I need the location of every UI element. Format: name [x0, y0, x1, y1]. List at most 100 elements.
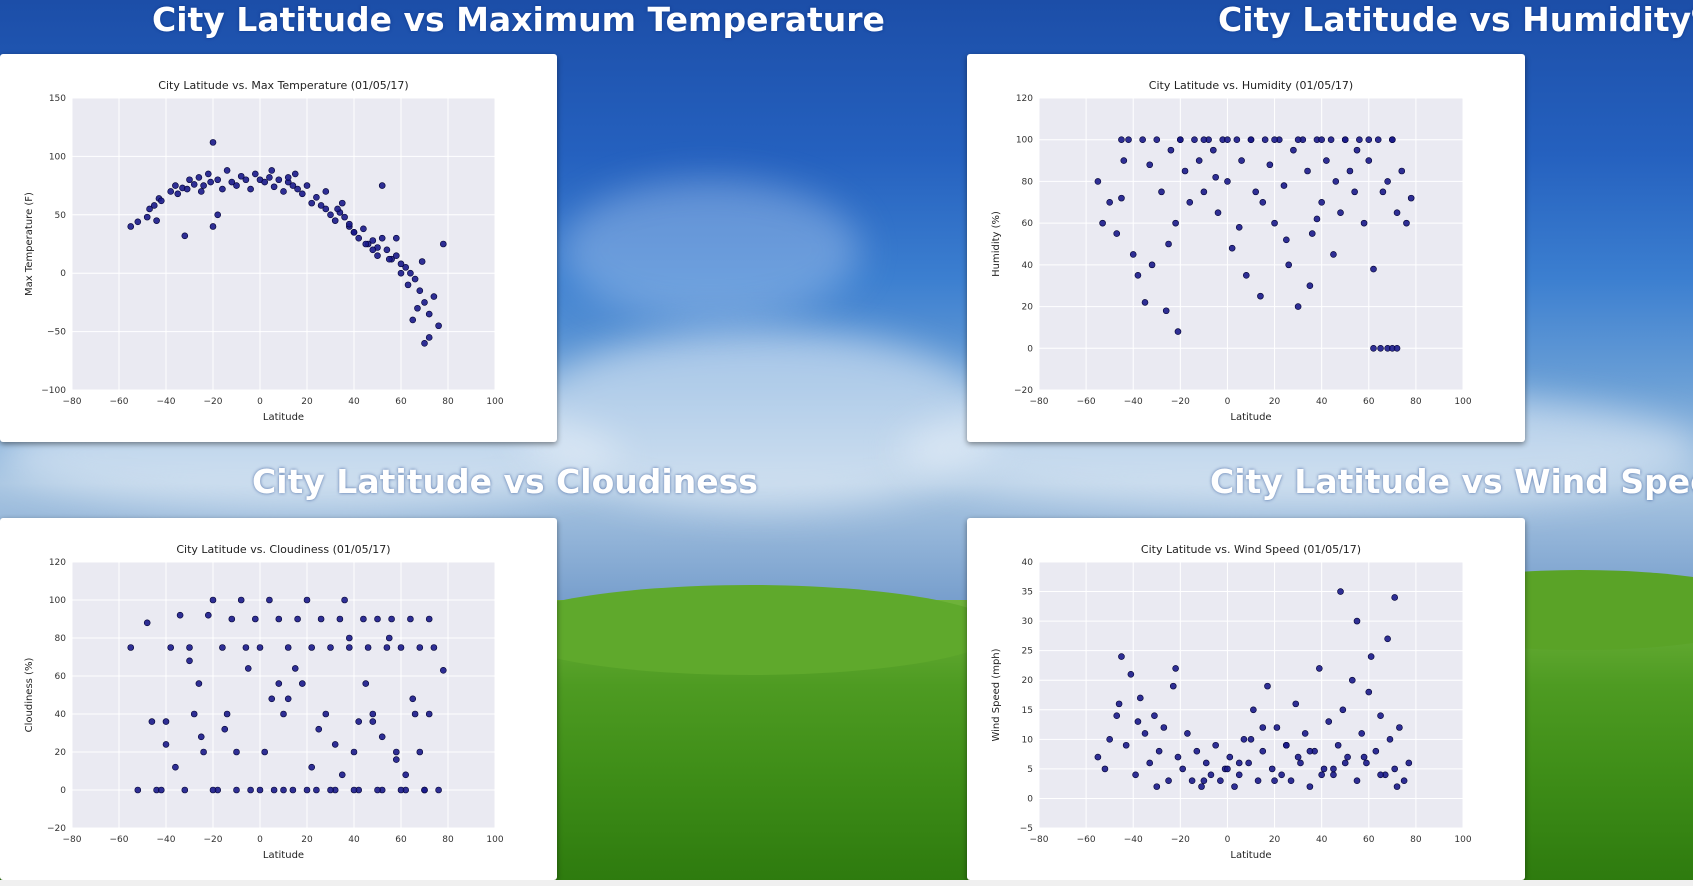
- x-tick-label: 0: [1225, 397, 1231, 407]
- x-axis-label: Latitude: [1230, 412, 1271, 423]
- x-tick-label: −80: [63, 397, 82, 407]
- x-tick-label: 80: [1410, 397, 1422, 407]
- data-point: [214, 176, 221, 184]
- data-point: [1363, 759, 1370, 767]
- data-point: [369, 237, 377, 244]
- data-point: [242, 176, 250, 184]
- data-point: [221, 725, 229, 733]
- hill: [500, 585, 1000, 675]
- y-tick-label: 0: [1027, 344, 1033, 354]
- data-point: [148, 718, 156, 725]
- data-point: [350, 748, 358, 756]
- x-tick-label: 60: [395, 397, 407, 407]
- data-point: [1134, 271, 1142, 279]
- data-point: [275, 680, 283, 687]
- data-point: [270, 786, 278, 794]
- data-point: [1285, 261, 1292, 269]
- data-point: [1259, 198, 1267, 206]
- y-tick-label: 40: [1022, 558, 1034, 568]
- x-tick-label: 0: [1225, 835, 1231, 845]
- data-point: [1134, 718, 1142, 725]
- x-tick-label: 60: [1363, 835, 1375, 845]
- x-tick-label: −80: [1030, 835, 1049, 845]
- data-point: [1136, 694, 1144, 702]
- data-point: [247, 185, 254, 193]
- data-point: [345, 634, 353, 642]
- data-point: [369, 246, 377, 254]
- data-point: [233, 748, 240, 756]
- data-point: [143, 619, 151, 627]
- y-tick-label: 5: [1027, 765, 1033, 775]
- data-point: [1283, 236, 1290, 244]
- data-point: [275, 615, 283, 623]
- data-point: [360, 615, 367, 623]
- data-point: [392, 234, 400, 242]
- data-point: [317, 202, 325, 209]
- data-point: [435, 322, 442, 330]
- data-point: [374, 252, 381, 259]
- data-point: [172, 763, 179, 771]
- data-point: [209, 223, 217, 230]
- data-point: [334, 205, 341, 213]
- data-point: [270, 183, 278, 191]
- data-point: [1353, 617, 1361, 625]
- data-point: [364, 644, 372, 651]
- x-tick-label: 60: [1363, 397, 1375, 407]
- data-point: [1177, 136, 1184, 144]
- data-point: [1212, 173, 1219, 181]
- data-point: [1200, 136, 1208, 144]
- data-point: [1273, 724, 1281, 731]
- data-point: [207, 178, 214, 186]
- data-point: [1391, 765, 1398, 773]
- data-point: [1172, 665, 1179, 672]
- data-point: [1146, 161, 1154, 169]
- data-point: [1195, 157, 1203, 164]
- y-axis-label: Max Temperature (F): [24, 192, 35, 296]
- data-point: [1365, 157, 1373, 164]
- data-point: [1325, 718, 1333, 725]
- data-point: [1113, 712, 1121, 719]
- data-point: [1118, 136, 1125, 144]
- data-point: [338, 771, 346, 779]
- y-axis-label: Humidity (%): [991, 211, 1002, 277]
- data-point: [266, 596, 273, 604]
- data-point: [1167, 146, 1175, 154]
- data-point: [1250, 706, 1257, 714]
- y-tick-label: 80: [1022, 177, 1034, 187]
- x-tick-label: 80: [1410, 835, 1422, 845]
- y-tick-label: 100: [49, 596, 66, 606]
- data-point: [378, 733, 386, 741]
- data-point: [1348, 676, 1356, 684]
- heading-cloudiness: City Latitude vs Cloudiness: [252, 462, 758, 501]
- data-point: [186, 657, 193, 665]
- data-point: [1377, 712, 1384, 719]
- data-point: [338, 199, 346, 207]
- x-tick-label: 20: [1269, 835, 1281, 845]
- data-point: [205, 611, 212, 619]
- data-point: [209, 139, 217, 146]
- data-point: [176, 611, 184, 619]
- data-point: [425, 615, 433, 623]
- y-tick-label: 120: [49, 558, 66, 568]
- data-point: [1106, 736, 1113, 743]
- data-point: [219, 185, 226, 193]
- data-point: [1283, 741, 1290, 749]
- data-point: [1106, 198, 1113, 206]
- data-point: [374, 786, 381, 794]
- data-point: [1316, 665, 1323, 672]
- data-point: [378, 234, 386, 242]
- data-point: [223, 710, 231, 718]
- x-tick-label: −60: [110, 397, 129, 407]
- x-tick-label: 40: [348, 397, 360, 407]
- x-tick-label: −20: [1171, 835, 1190, 845]
- data-point: [1193, 747, 1201, 755]
- scatter-chart-humidity: −80 −60 −40 −20 0 20 40 60 80 100 −20 0 20 40 60 80 100 1…: [991, 79, 1472, 423]
- data-point: [214, 211, 221, 219]
- data-point: [1153, 783, 1161, 790]
- data-point: [1367, 653, 1375, 660]
- y-tick-label: 20: [1022, 676, 1034, 686]
- data-point: [284, 644, 292, 651]
- data-point: [1172, 219, 1179, 227]
- data-point: [291, 665, 299, 672]
- data-point: [167, 644, 174, 651]
